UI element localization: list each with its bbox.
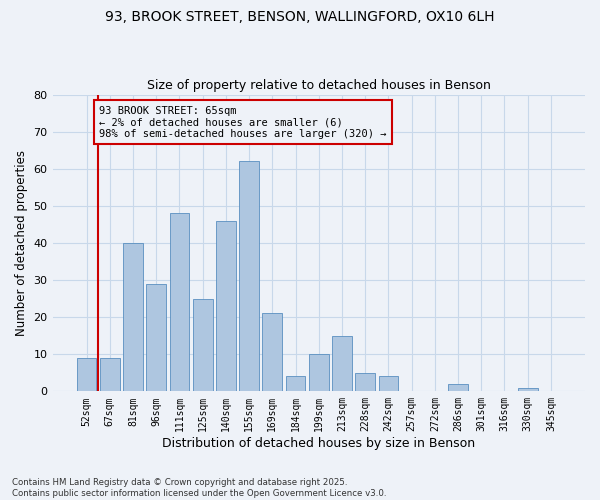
X-axis label: Distribution of detached houses by size in Benson: Distribution of detached houses by size … [162,437,475,450]
Bar [448,384,468,392]
Bar [286,376,305,392]
Bar [100,358,119,392]
Text: Contains HM Land Registry data © Crown copyright and database right 2025.
Contai: Contains HM Land Registry data © Crown c… [12,478,386,498]
Bar [77,358,97,392]
Bar [123,243,143,392]
Bar [332,336,352,392]
Bar [518,388,538,392]
Bar [216,220,236,392]
Bar [170,214,190,392]
Bar [146,284,166,392]
Text: 93, BROOK STREET, BENSON, WALLINGFORD, OX10 6LH: 93, BROOK STREET, BENSON, WALLINGFORD, O… [105,10,495,24]
Bar [239,162,259,392]
Title: Size of property relative to detached houses in Benson: Size of property relative to detached ho… [147,79,491,92]
Bar [309,354,329,392]
Bar [193,298,212,392]
Text: 93 BROOK STREET: 65sqm
← 2% of detached houses are smaller (6)
98% of semi-detac: 93 BROOK STREET: 65sqm ← 2% of detached … [100,106,387,139]
Bar [355,373,375,392]
Bar [262,314,282,392]
Y-axis label: Number of detached properties: Number of detached properties [15,150,28,336]
Bar [379,376,398,392]
